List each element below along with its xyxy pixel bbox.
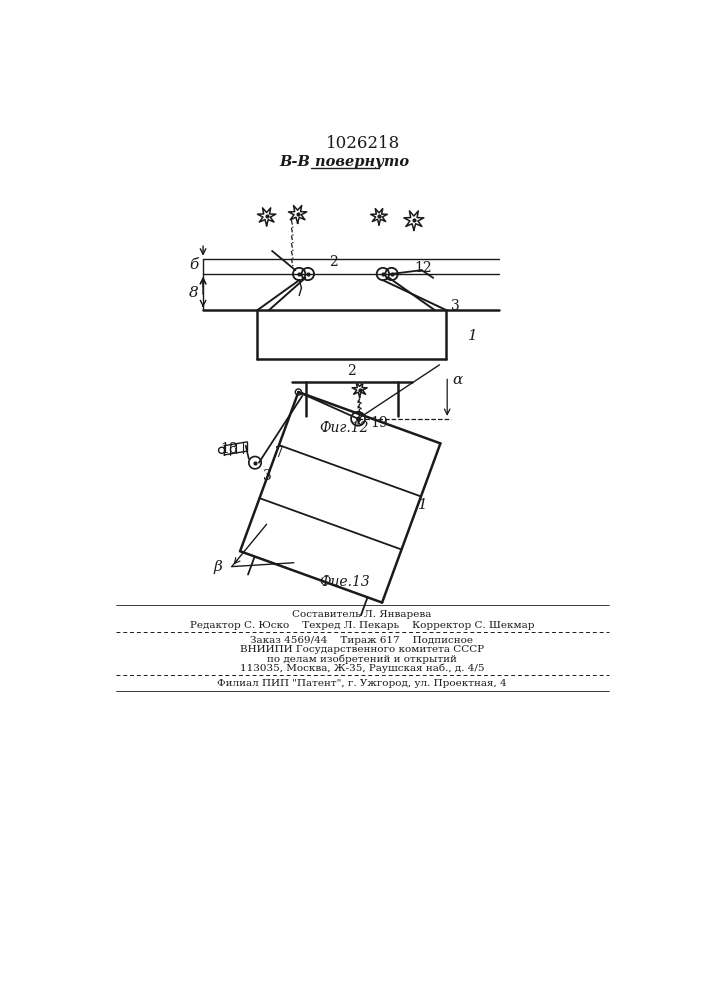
Text: 3: 3 (451, 299, 460, 313)
Text: α: α (452, 373, 463, 387)
Text: 2: 2 (347, 364, 356, 378)
Text: 113035, Москва, Ж-35, Раушская наб., д. 4/5: 113035, Москва, Ж-35, Раушская наб., д. … (240, 663, 484, 673)
Text: Редактор С. Юско    Техред Л. Пекарь    Корректор С. Шекмар: Редактор С. Юско Техред Л. Пекарь Коррек… (189, 621, 534, 630)
Polygon shape (288, 206, 307, 223)
Text: Фиг.12: Фиг.12 (320, 421, 369, 435)
Text: ВНИИПИ Государственного комитета СССР: ВНИИПИ Государственного комитета СССР (240, 645, 484, 654)
Text: Филиал ПИП "Патент", г. Ужгород, ул. Проектная, 4: Филиал ПИП "Патент", г. Ужгород, ул. Про… (217, 679, 507, 688)
Text: 8: 8 (189, 286, 199, 300)
Text: 7: 7 (274, 446, 284, 460)
Text: β: β (214, 560, 223, 574)
Text: В-В повернуто: В-В повернуто (279, 155, 409, 169)
Text: 18: 18 (220, 442, 238, 456)
Text: Фие.13: Фие.13 (319, 575, 370, 589)
Text: Заказ 4569/44    Тираж 617    Подписное: Заказ 4569/44 Тираж 617 Подписное (250, 636, 474, 645)
Polygon shape (370, 209, 387, 225)
Text: 1: 1 (418, 498, 428, 512)
Text: Составитель Л. Январева: Составитель Л. Январева (292, 610, 432, 619)
Text: б: б (189, 258, 199, 272)
Text: 1026218: 1026218 (326, 135, 400, 152)
Polygon shape (404, 211, 424, 230)
Polygon shape (257, 208, 276, 226)
Text: 3: 3 (263, 469, 271, 483)
Polygon shape (352, 383, 367, 397)
Text: 1: 1 (468, 329, 478, 343)
Text: 2: 2 (329, 255, 337, 269)
Text: 19: 19 (370, 416, 388, 430)
Text: по делам изобретений и открытий: по делам изобретений и открытий (267, 654, 457, 664)
Text: 12: 12 (414, 261, 431, 275)
